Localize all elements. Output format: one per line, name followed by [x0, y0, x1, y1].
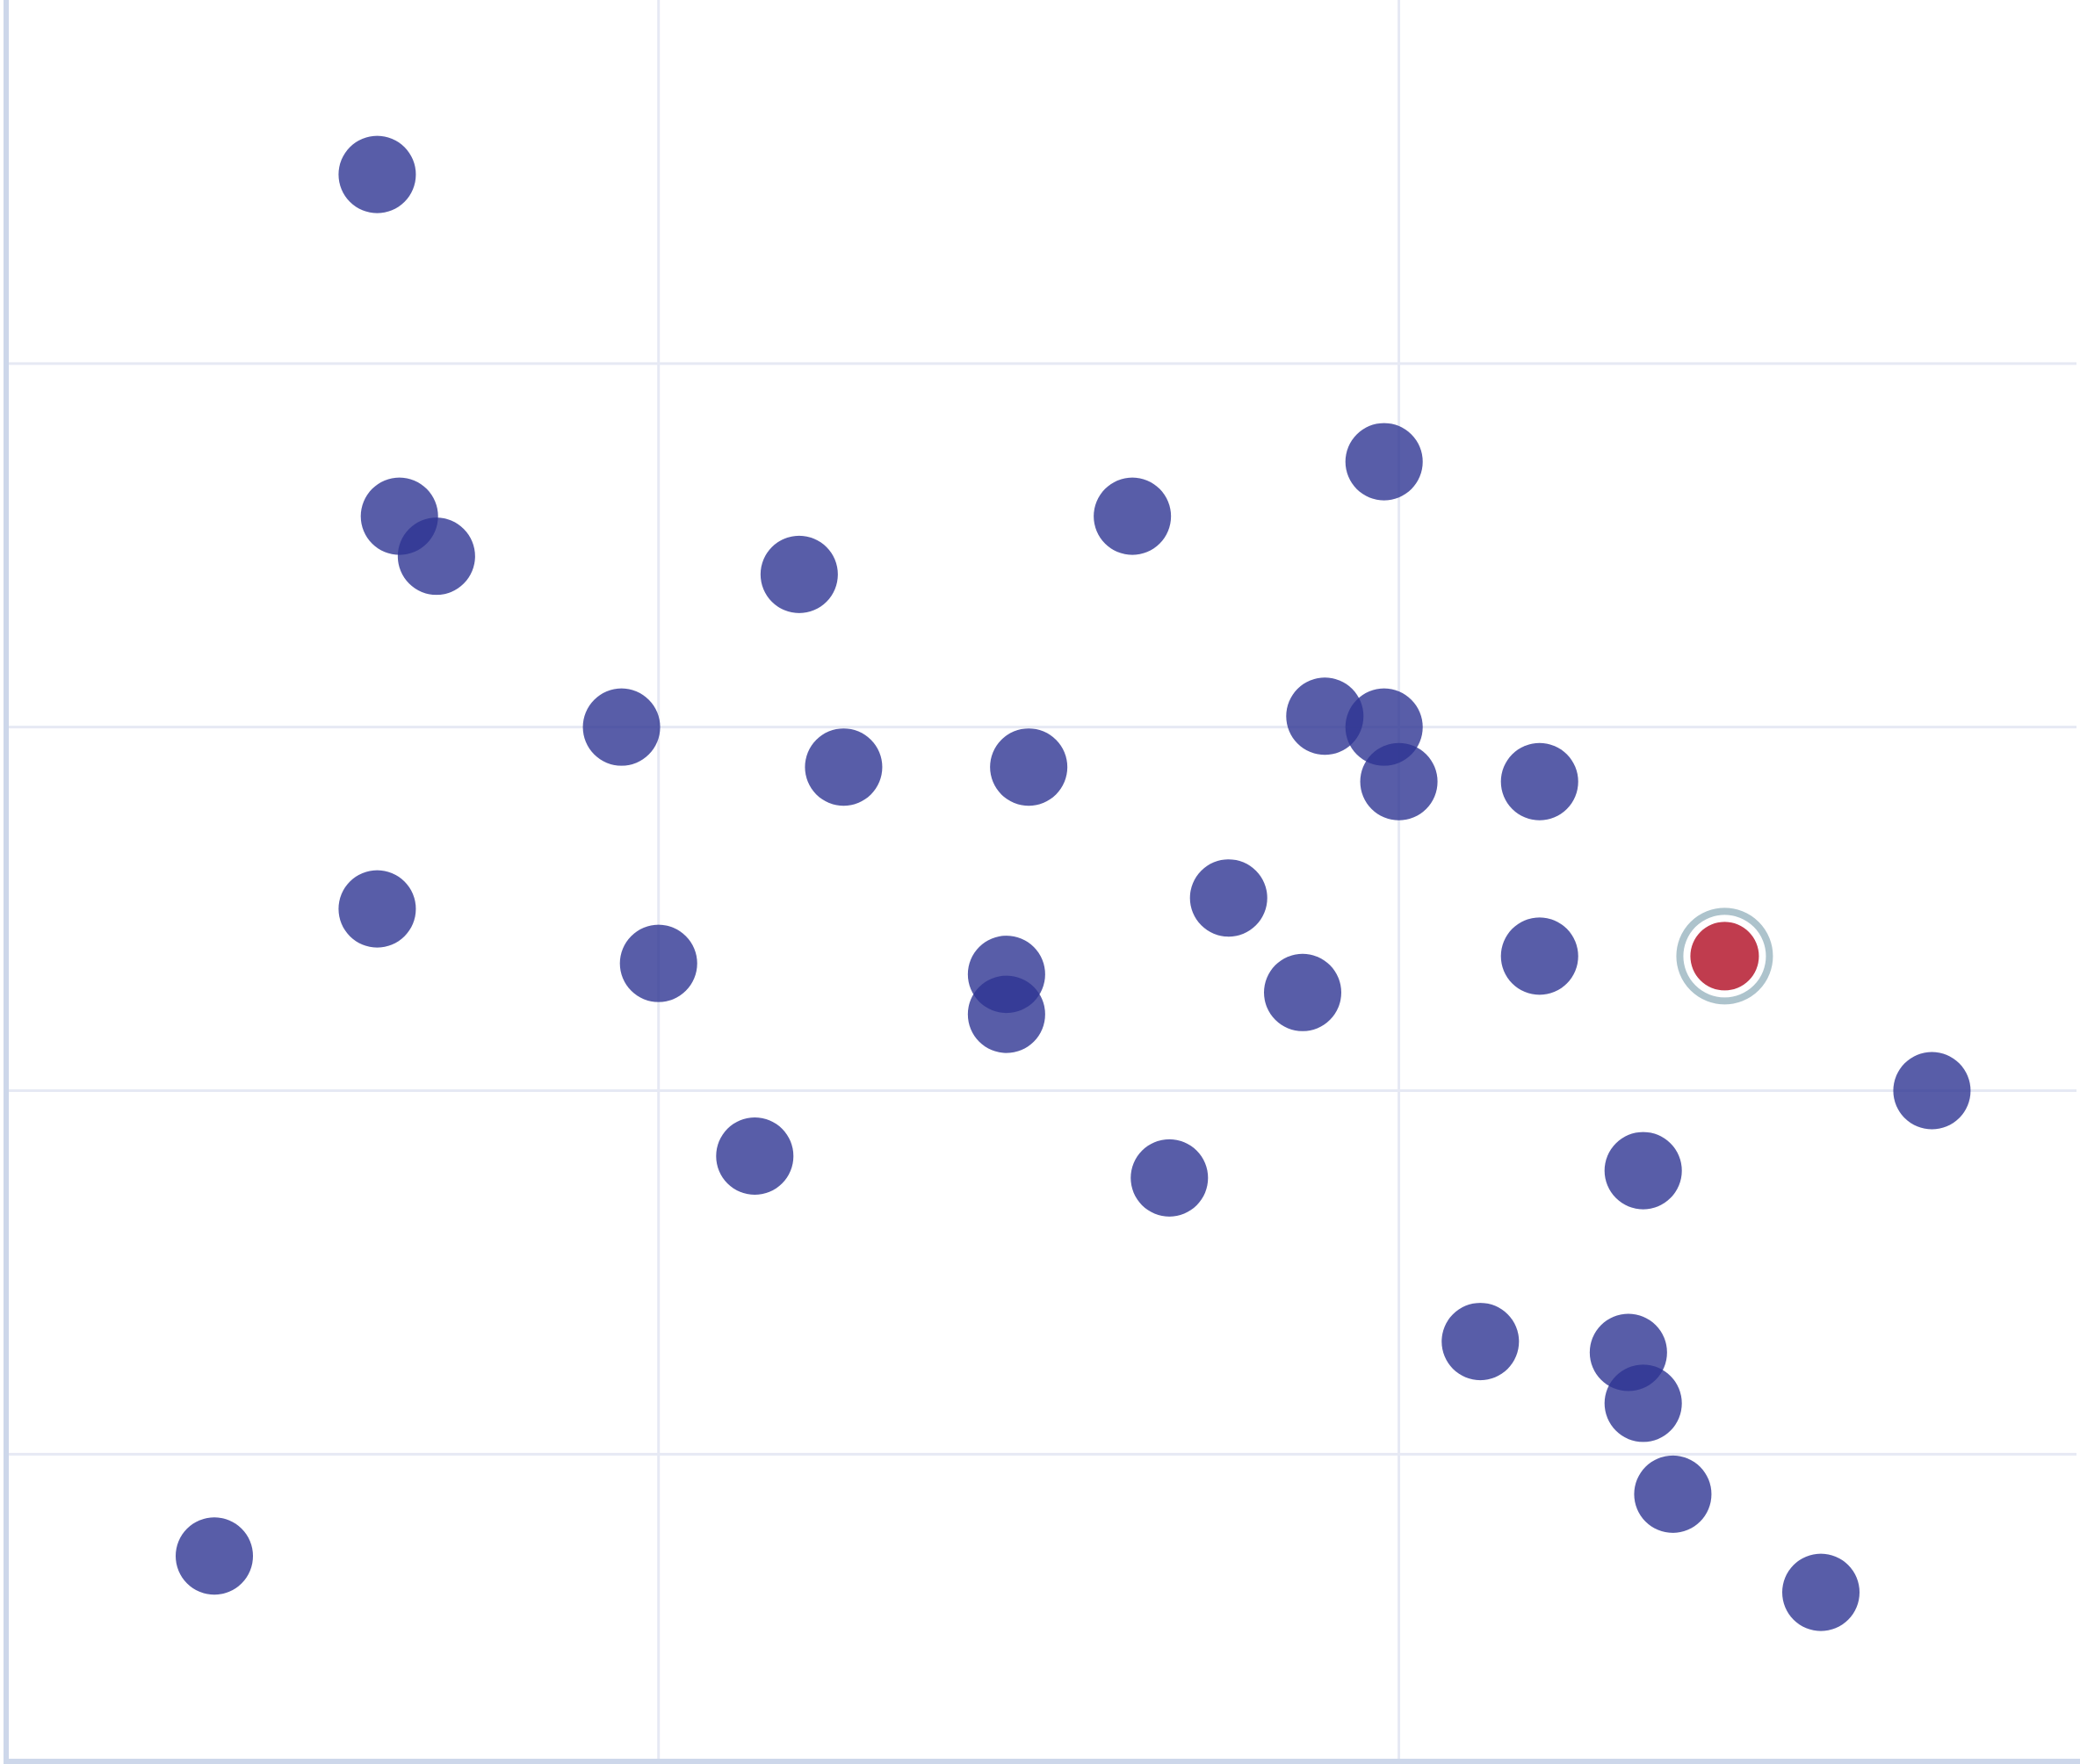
- points: [176, 135, 1971, 1631]
- axes: [4, 0, 2080, 1764]
- data-point: [1634, 1455, 1712, 1533]
- data-point: [1094, 477, 1172, 555]
- data-point: [1264, 953, 1341, 1031]
- data-point: [176, 1517, 253, 1595]
- data-point: [1345, 423, 1423, 501]
- data-point: [1604, 1364, 1682, 1442]
- data-point: [1604, 1131, 1682, 1210]
- data-point: [1500, 742, 1578, 821]
- data-point: [1360, 742, 1438, 821]
- data-point: [397, 517, 475, 596]
- data-point: [805, 728, 883, 806]
- data-point: [760, 535, 838, 613]
- grid: [7, 0, 2076, 1760]
- highlighted-data-point: [1690, 922, 1759, 991]
- data-point: [1130, 1139, 1209, 1217]
- data-point: [1500, 917, 1578, 995]
- data-point: [1893, 1052, 1971, 1130]
- data-point: [338, 870, 416, 948]
- data-point: [1286, 677, 1364, 755]
- data-point: [338, 135, 416, 213]
- data-point: [967, 975, 1045, 1053]
- data-point: [619, 924, 697, 1002]
- data-point: [1782, 1553, 1860, 1631]
- data-point: [582, 688, 661, 766]
- data-point: [990, 728, 1068, 806]
- data-point: [1441, 1303, 1520, 1381]
- data-point: [1189, 859, 1268, 937]
- data-point: [716, 1117, 794, 1196]
